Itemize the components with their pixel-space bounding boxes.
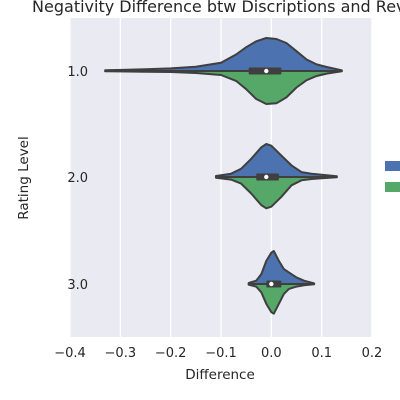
- violin-1.0: [104, 37, 343, 105]
- y-tick-label: 2.0: [67, 171, 88, 186]
- x-tick-label: 0.2: [362, 346, 383, 361]
- y-tick-label: 1.0: [67, 65, 88, 80]
- x-tick-label: −0.2: [155, 346, 187, 361]
- y-axis-title: Rating Level: [16, 136, 32, 219]
- y-tick-label: 3.0: [67, 278, 88, 293]
- violin-top-half: [104, 37, 343, 72]
- x-tick-label: 0.1: [311, 346, 332, 361]
- violin-top-half: [214, 143, 338, 178]
- x-tick-label: 0.0: [261, 346, 282, 361]
- quartile-box: [266, 280, 282, 288]
- chart-title: Negativity Difference btw Discriptions a…: [32, 0, 400, 16]
- median-marker: [269, 281, 274, 287]
- x-tick-label: −0.4: [54, 346, 86, 361]
- violin-3.0: [247, 250, 316, 315]
- violins: [104, 37, 343, 315]
- x-axis-title: Difference: [185, 367, 255, 383]
- violin-top-half: [247, 250, 316, 285]
- x-tick-label: −0.1: [205, 346, 237, 361]
- median-marker: [264, 174, 269, 180]
- legend-swatch-top: [385, 161, 400, 171]
- x-tick-label: −0.3: [105, 346, 137, 361]
- x-tick-labels: −0.4 −0.3 −0.2 −0.1 0.0 0.1 0.2: [54, 346, 382, 361]
- violin-2.0: [214, 143, 338, 210]
- legend-swatch-bottom: [385, 182, 400, 192]
- legend: [385, 161, 400, 192]
- y-tick-labels: 1.0 2.0 3.0: [67, 65, 88, 293]
- median-marker: [264, 68, 269, 74]
